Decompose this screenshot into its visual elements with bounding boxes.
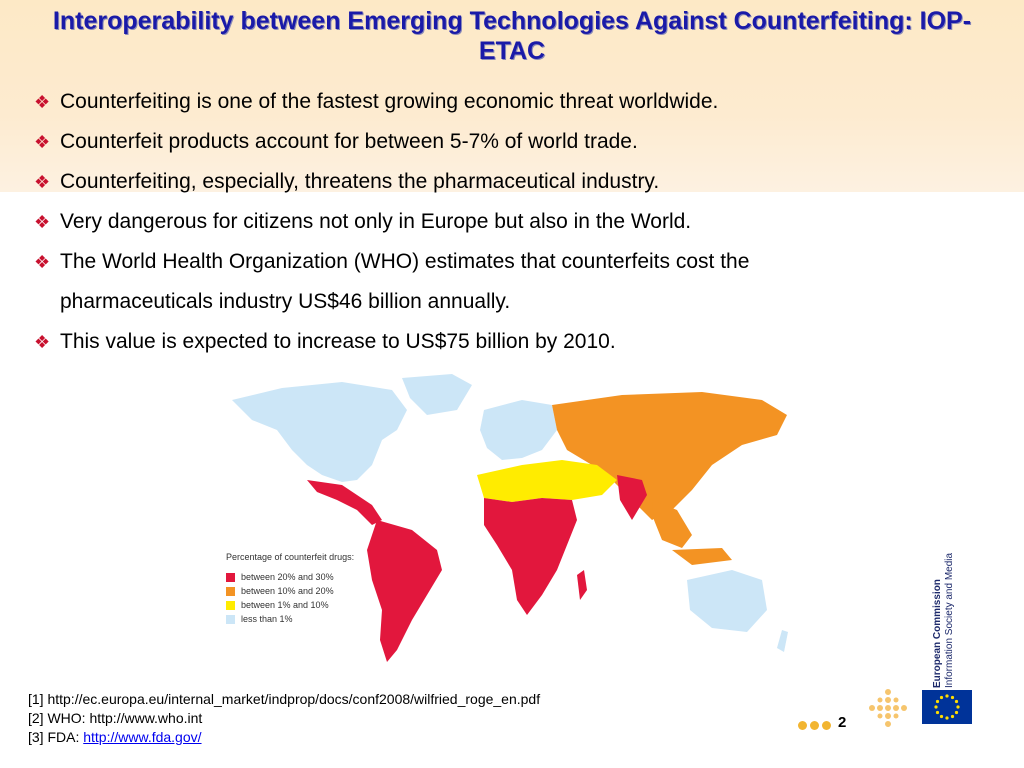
bullet-item: ❖ Counterfeit products account for betwe… bbox=[34, 122, 994, 162]
dot-cross-logo-icon bbox=[869, 689, 907, 727]
legend-item: less than 1% bbox=[226, 612, 354, 626]
legend-swatch bbox=[226, 600, 235, 610]
region-madagascar bbox=[577, 570, 587, 600]
region-africa bbox=[484, 498, 577, 615]
reference-3-prefix: [3] FDA: bbox=[28, 729, 84, 745]
legend-swatch bbox=[226, 572, 235, 582]
legend-swatch bbox=[226, 586, 235, 596]
region-greenland bbox=[402, 374, 472, 415]
legend-swatch bbox=[226, 614, 235, 624]
diamond-bullet-icon: ❖ bbox=[34, 252, 51, 272]
bullet-item: ❖ Counterfeiting, especially, threatens … bbox=[34, 162, 994, 202]
bullet-text: Very dangerous for citizens not only in … bbox=[60, 210, 692, 233]
region-southeast-asia bbox=[652, 500, 692, 548]
legend-label: between 1% and 10% bbox=[241, 600, 329, 610]
region-central-america bbox=[307, 480, 382, 525]
bullet-item: ❖ This value is expected to increase to … bbox=[34, 322, 994, 362]
legend-label: between 20% and 30% bbox=[241, 572, 334, 582]
eu-flag-icon bbox=[922, 690, 972, 724]
page-number: 2 bbox=[838, 714, 847, 731]
reference-2: [2] WHO: http://www.who.int bbox=[28, 710, 203, 726]
region-europe bbox=[480, 400, 557, 460]
bullet-item: ❖ Counterfeiting is one of the fastest g… bbox=[34, 82, 994, 122]
bullet-item: ❖ Very dangerous for citizens not only i… bbox=[34, 202, 994, 242]
ec-line-2: Information Society and Media bbox=[944, 552, 955, 688]
bullet-list: ❖ Counterfeiting is one of the fastest g… bbox=[34, 82, 994, 362]
bullet-text-continuation: pharmaceuticals industry US$46 billion a… bbox=[60, 290, 511, 313]
legend-label: less than 1% bbox=[241, 614, 293, 624]
legend-item: between 20% and 30% bbox=[226, 570, 354, 584]
diamond-bullet-icon: ❖ bbox=[34, 212, 51, 232]
bullet-text: Counterfeiting, especially, threatens th… bbox=[60, 170, 660, 193]
region-north-africa-middle-east bbox=[477, 460, 617, 502]
region-india bbox=[617, 475, 647, 520]
ec-line-1: European Commission bbox=[932, 579, 943, 688]
header-band bbox=[0, 0, 1024, 192]
bullet-text: This value is expected to increase to US… bbox=[60, 330, 616, 353]
diamond-bullet-icon: ❖ bbox=[34, 132, 51, 152]
legend-label: between 10% and 20% bbox=[241, 586, 334, 596]
reference-1: [1] http://ec.europa.eu/internal_market/… bbox=[28, 691, 541, 707]
legend-item: between 10% and 20% bbox=[226, 584, 354, 598]
diamond-bullet-icon: ❖ bbox=[34, 332, 51, 352]
slide-title: Interoperability between Emerging Techno… bbox=[52, 7, 972, 65]
diamond-bullet-icon: ❖ bbox=[34, 172, 51, 192]
world-map-graphic bbox=[232, 374, 788, 662]
european-commission-label: European Commission Information Society … bbox=[932, 553, 956, 688]
legend-item: between 1% and 10% bbox=[226, 598, 354, 612]
bullet-item: ❖ The World Health Organization (WHO) es… bbox=[34, 242, 994, 322]
eu-stars-icon bbox=[934, 694, 960, 720]
legend-title: Percentage of counterfeit drugs: bbox=[226, 552, 355, 562]
dots-decoration-icon bbox=[798, 721, 831, 730]
region-australia bbox=[687, 570, 767, 632]
counterfeit-drugs-world-map bbox=[222, 370, 800, 670]
fda-link[interactable]: http://www.fda.gov/ bbox=[83, 729, 202, 745]
bullet-text: Counterfeiting is one of the fastest gro… bbox=[60, 90, 719, 113]
reference-3: [3] FDA: http://www.fda.gov/ bbox=[28, 728, 540, 747]
region-russia-asia bbox=[552, 392, 787, 520]
bullet-text: Counterfeit products account for between… bbox=[60, 130, 638, 153]
region-indonesia bbox=[672, 548, 732, 565]
bullet-text: The World Health Organization (WHO) esti… bbox=[60, 250, 750, 273]
region-south-america bbox=[367, 520, 442, 662]
diamond-bullet-icon: ❖ bbox=[34, 92, 51, 112]
references: [1] http://ec.europa.eu/internal_market/… bbox=[28, 690, 540, 747]
region-north-america bbox=[232, 382, 407, 482]
region-new-zealand bbox=[777, 630, 788, 652]
map-legend: Percentage of counterfeit drugs: between… bbox=[226, 552, 354, 626]
